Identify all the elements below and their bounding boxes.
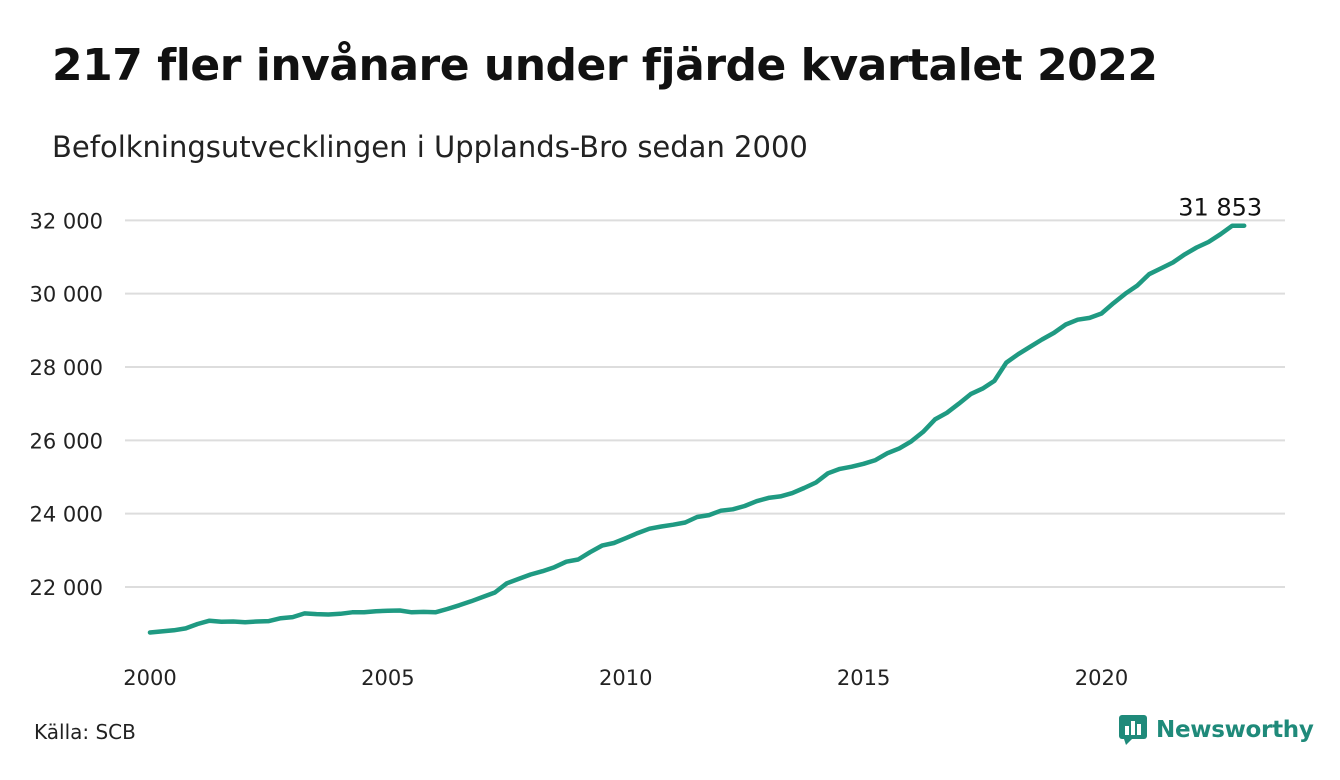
y-axis-ticks: 22 000 24 000 26 000 28 000 30 000 32 000 <box>30 209 103 600</box>
brand-name: Newsworthy <box>1156 717 1314 743</box>
end-value-label: 31 853 <box>1178 194 1262 222</box>
x-tick-label: 2000 <box>123 666 176 690</box>
y-tick-label: 22 000 <box>30 576 103 600</box>
chart-title: 217 fler invånare under fjärde kvartalet… <box>52 40 1158 91</box>
chart-subtitle: Befolkningsutvecklingen i Upplands-Bro s… <box>52 130 808 164</box>
y-tick-label: 30 000 <box>30 283 103 307</box>
series-line <box>147 223 1247 635</box>
brand-logo: Newsworthy <box>1118 714 1314 746</box>
y-tick-label: 32 000 <box>30 209 103 233</box>
y-tick-label: 24 000 <box>30 503 103 527</box>
x-tick-label: 2015 <box>837 666 890 690</box>
grid-lines <box>125 219 1285 588</box>
y-tick-label: 26 000 <box>30 429 103 453</box>
y-tick-label: 28 000 <box>30 356 103 380</box>
newsworthy-logo-icon <box>1119 715 1147 745</box>
x-tick-label: 2020 <box>1075 666 1128 690</box>
x-tick-label: 2010 <box>599 666 652 690</box>
x-axis-ticks: 2000 2005 2010 2015 2020 <box>123 666 1128 690</box>
source-note: Källa: SCB <box>34 720 136 744</box>
x-tick-label: 2005 <box>361 666 414 690</box>
